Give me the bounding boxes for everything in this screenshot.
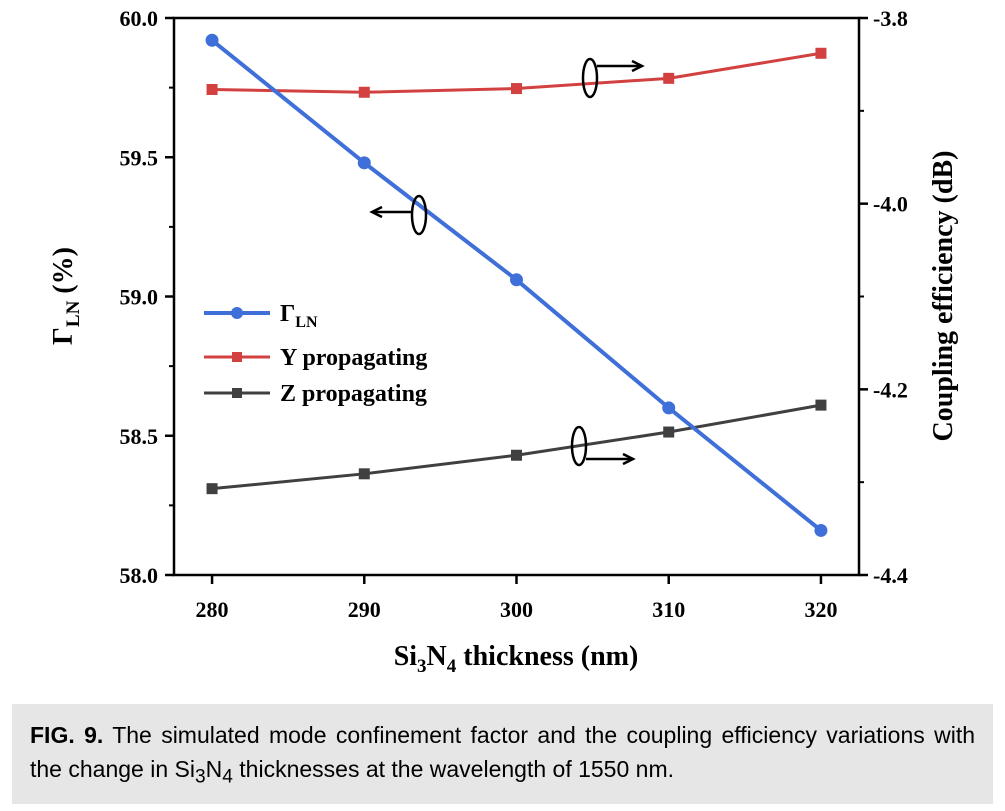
data-point-y-propagating [663, 72, 675, 84]
data-point-y-propagating [815, 47, 827, 59]
y-right-tick-label: -4.0 [873, 192, 908, 217]
data-point-y-propagating [358, 86, 370, 98]
data-point-gamma-ln [357, 156, 371, 170]
legend-marker-z-propagating [232, 388, 242, 398]
figure-caption: FIG. 9. The simulated mode confinement f… [12, 704, 993, 804]
legend-label-y-propagating: Y propagating [280, 345, 427, 371]
y-left-tick-label: 58.0 [120, 563, 159, 588]
legend-label-z-propagating: Z propagating [280, 381, 427, 407]
data-point-gamma-ln [205, 33, 219, 47]
caption-text: The simulated mode confinement factor an… [30, 722, 975, 782]
legend-marker-y-propagating [232, 352, 242, 362]
x-tick-label: 310 [652, 597, 685, 622]
legend: ΓLN Y propagating Z propagating [204, 301, 427, 407]
legend-label-gamma: ΓLN [280, 301, 318, 331]
ticks-layer: 280 290 300 310 320 58.0 58.5 59.0 59.5 60.0 -4.4 -… [120, 6, 908, 622]
x-tick-label: 280 [196, 597, 229, 622]
series-line-z-propagating [211, 403, 822, 491]
x-axis-title: Si3N4 thickness (nm) [394, 641, 639, 677]
y-right-axis-title: Coupling efficiency (dB) [928, 151, 959, 442]
arrow-annotation-gamma-to-left [369, 194, 428, 236]
y-left-axis-title: ΓLN (%) [48, 247, 84, 345]
x-tick-label: 320 [804, 597, 837, 622]
y-left-tick-label: 59.0 [120, 285, 159, 310]
data-point-z-propagating [663, 426, 675, 438]
data-point-gamma-ln [814, 523, 828, 537]
legend-entry-z-propagating: Z propagating [204, 381, 427, 407]
y-right-tick-label: -4.2 [873, 377, 908, 402]
data-point-z-propagating [358, 468, 370, 480]
legend-entry-y-propagating: Y propagating [204, 345, 427, 371]
data-point-z-propagating [206, 483, 218, 495]
y-right-tick-label: -4.4 [873, 563, 908, 588]
data-point-y-propagating [206, 83, 218, 95]
arrow-annotation-y-to-right [581, 57, 645, 99]
y-left-tick-label: 60.0 [120, 6, 159, 31]
series-layer [205, 33, 828, 537]
data-point-gamma-ln [662, 401, 676, 415]
data-point-gamma-ln [510, 273, 523, 287]
x-tick-label: 290 [348, 597, 381, 622]
data-point-z-propagating [815, 399, 827, 411]
data-point-z-propagating [511, 449, 522, 461]
arrow-annotation-z-to-right [570, 425, 636, 467]
legend-entry-gamma: ΓLN [204, 301, 318, 331]
chart: 280 290 300 310 320 58.0 58.5 59.0 59.5 60.0 -4.4 -… [48, 6, 959, 677]
data-point-y-propagating [511, 83, 522, 95]
caption-label: FIG. 9. [30, 722, 104, 748]
y-left-tick-label: 59.5 [120, 145, 159, 170]
legend-marker-gamma [231, 307, 243, 319]
y-left-tick-label: 58.5 [120, 424, 159, 449]
y-right-tick-label: -3.8 [873, 6, 908, 31]
x-tick-label: 300 [500, 597, 533, 622]
plot-frame [172, 16, 861, 577]
